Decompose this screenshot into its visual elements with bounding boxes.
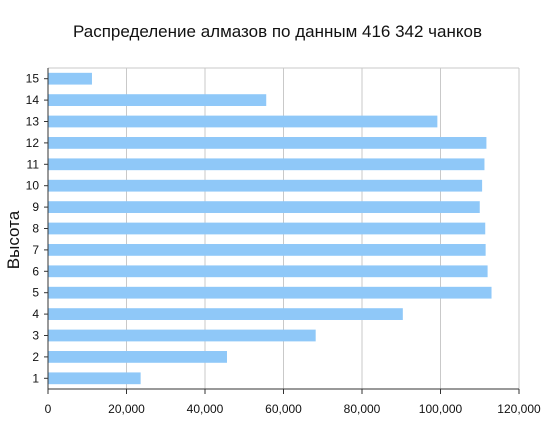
y-tick-label: 3 [32,329,39,343]
bar [48,158,485,171]
x-tick-label: 40,000 [187,402,224,416]
y-tick-label: 12 [26,136,40,150]
bar [48,179,483,192]
bar [48,372,141,385]
y-tick-label: 13 [26,115,40,129]
bar [48,265,488,278]
y-tick-label: 4 [32,307,39,321]
y-tick-label: 2 [32,350,39,364]
x-tick-label: 120,000 [497,402,541,416]
x-tick-label: 0 [45,402,52,416]
bar [48,222,486,235]
chart-title: Распределение алмазов по данным 416 342 … [72,22,482,41]
x-tick-label: 20,000 [108,402,145,416]
bar [48,308,403,320]
y-tick-label: 1 [32,371,39,385]
bar [48,115,438,128]
y-tick-label: 11 [27,157,40,171]
y-tick-label: 5 [32,286,39,300]
x-tick-label: 80,000 [344,402,381,416]
y-tick-label: 10 [26,179,40,193]
bar [48,244,486,256]
bar [48,201,480,213]
bar [48,351,227,363]
y-tick-label: 7 [32,243,39,257]
x-tick-label: 100,000 [419,402,463,416]
bar [48,329,316,342]
bar [48,94,267,106]
y-tick-label: 6 [32,264,39,278]
bar [48,286,492,299]
bar [48,72,92,85]
y-tick-label: 8 [32,222,39,236]
y-tick-label: 15 [26,72,40,86]
y-tick-label: 14 [26,93,40,107]
x-tick-label: 60,000 [265,402,302,416]
bar [48,137,487,149]
y-tick-label: 9 [32,200,39,214]
